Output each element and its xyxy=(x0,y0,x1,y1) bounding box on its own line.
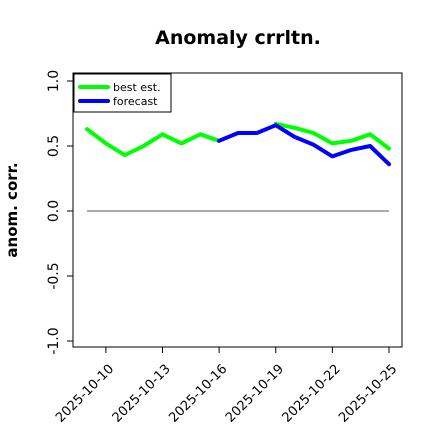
series-line-best-est xyxy=(273,121,391,151)
series-line-forecast xyxy=(217,123,391,167)
y-axis: -1.0 -0.5 0.0 0.5 1.0 xyxy=(46,70,73,355)
legend-label-forecast: forecast xyxy=(113,95,158,108)
chart-title: Anomaly crrltn. xyxy=(155,27,321,49)
x-tick-label: 2025-10-10 xyxy=(53,362,117,426)
x-axis: 2025-10-102025-10-132025-10-162025-10-19… xyxy=(53,347,400,426)
series-layer xyxy=(85,121,391,167)
y-tick-label: 0.5 xyxy=(46,135,62,157)
x-tick-label: 2025-10-16 xyxy=(166,362,230,426)
x-tick-label: 2025-10-19 xyxy=(223,362,287,426)
y-tick-label: -1.0 xyxy=(46,327,62,354)
plot-frame xyxy=(72,72,403,348)
y-tick-label: 1.0 xyxy=(46,70,62,92)
legend: best est. forecast xyxy=(73,73,172,113)
y-axis-label: anom. corr. xyxy=(3,162,21,257)
legend-box xyxy=(73,73,172,113)
series-line-best-est xyxy=(85,127,222,158)
legend-label-best-est: best est. xyxy=(113,81,161,94)
y-tick-label: 0.0 xyxy=(46,200,62,222)
x-tick-label: 2025-10-22 xyxy=(280,362,344,426)
x-tick-label: 2025-10-13 xyxy=(110,362,174,426)
y-tick-label: -0.5 xyxy=(46,262,62,289)
x-tick-label: 2025-10-25 xyxy=(336,362,400,426)
